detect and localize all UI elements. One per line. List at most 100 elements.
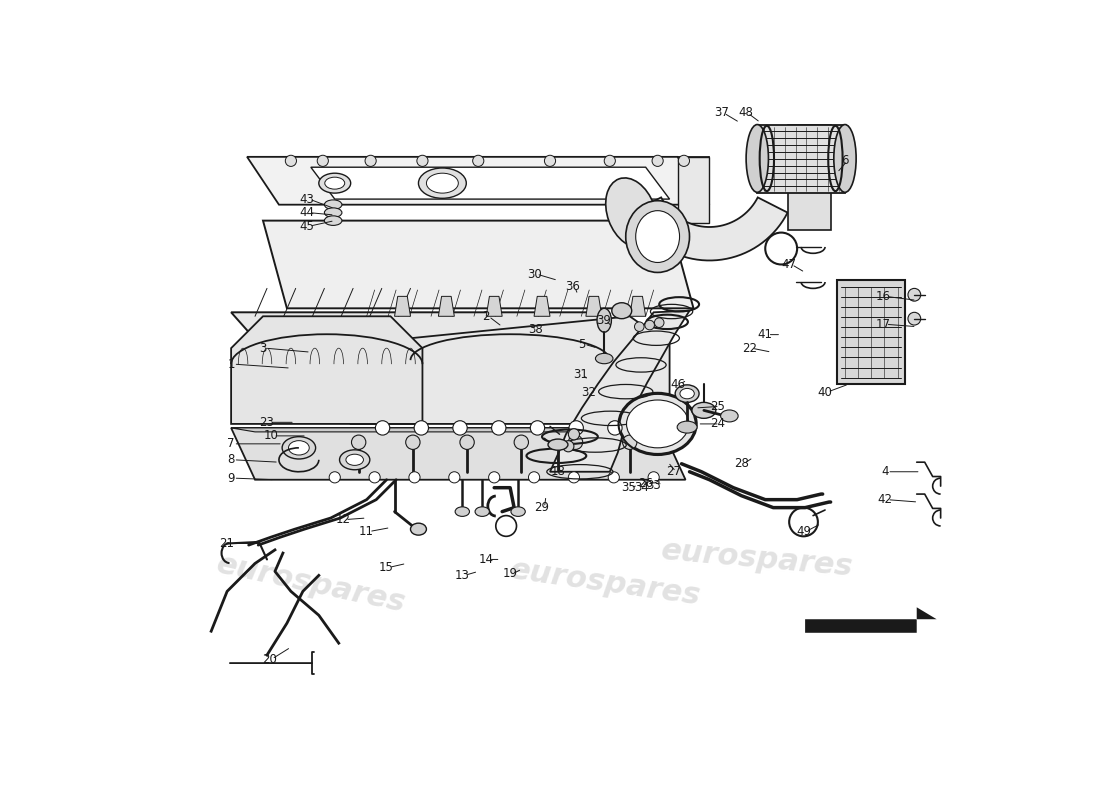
Polygon shape: [263, 221, 693, 308]
Ellipse shape: [410, 523, 427, 535]
Text: 37: 37: [714, 106, 729, 119]
Text: 5: 5: [579, 338, 585, 350]
Circle shape: [317, 155, 329, 166]
Ellipse shape: [619, 394, 695, 454]
Bar: [837, 281, 905, 384]
Text: 13: 13: [455, 569, 470, 582]
Ellipse shape: [282, 437, 316, 459]
Polygon shape: [535, 296, 550, 316]
Text: 39: 39: [596, 314, 611, 326]
Text: 12: 12: [336, 513, 350, 526]
Text: 3: 3: [260, 342, 266, 354]
Text: 6: 6: [842, 154, 849, 167]
Circle shape: [514, 435, 528, 450]
Circle shape: [607, 421, 623, 435]
Ellipse shape: [324, 208, 342, 218]
Polygon shape: [395, 296, 410, 316]
Circle shape: [417, 155, 428, 166]
Text: 46: 46: [670, 378, 685, 390]
Text: 47: 47: [782, 258, 796, 271]
Text: 25: 25: [710, 400, 725, 413]
Ellipse shape: [675, 385, 700, 402]
Circle shape: [449, 472, 460, 483]
Polygon shape: [231, 312, 629, 348]
Circle shape: [908, 312, 921, 325]
Ellipse shape: [340, 450, 370, 470]
Polygon shape: [788, 125, 832, 230]
Text: 15: 15: [379, 561, 394, 574]
Circle shape: [368, 472, 381, 483]
Text: 34: 34: [635, 481, 649, 494]
Text: 33: 33: [647, 479, 661, 492]
Circle shape: [530, 421, 544, 435]
Text: 36: 36: [565, 280, 580, 294]
Ellipse shape: [324, 177, 344, 189]
Text: 40: 40: [817, 386, 833, 398]
Ellipse shape: [612, 302, 631, 318]
Ellipse shape: [746, 125, 769, 192]
Text: 1: 1: [228, 358, 235, 370]
Polygon shape: [586, 296, 602, 316]
Ellipse shape: [324, 200, 342, 210]
Ellipse shape: [595, 354, 613, 364]
Polygon shape: [678, 157, 710, 223]
Ellipse shape: [455, 507, 470, 516]
Ellipse shape: [834, 125, 856, 192]
Ellipse shape: [692, 402, 716, 418]
Ellipse shape: [548, 439, 568, 450]
Polygon shape: [757, 125, 845, 193]
Polygon shape: [231, 428, 685, 432]
Circle shape: [635, 322, 645, 331]
Text: 24: 24: [710, 418, 725, 430]
Polygon shape: [351, 316, 670, 424]
Circle shape: [406, 435, 420, 450]
Polygon shape: [631, 198, 788, 261]
Circle shape: [528, 472, 540, 483]
Text: 43: 43: [299, 193, 315, 206]
Circle shape: [569, 472, 580, 483]
Text: 4: 4: [881, 466, 889, 478]
Text: 2: 2: [483, 310, 490, 322]
Text: 35: 35: [620, 481, 636, 494]
Ellipse shape: [510, 507, 526, 516]
Circle shape: [460, 435, 474, 450]
Text: 16: 16: [876, 290, 891, 303]
Text: 30: 30: [527, 267, 541, 281]
Circle shape: [679, 155, 690, 166]
Text: eurospares: eurospares: [213, 549, 408, 618]
Circle shape: [563, 441, 574, 452]
Text: 42: 42: [878, 493, 892, 506]
Circle shape: [604, 155, 615, 166]
Circle shape: [365, 155, 376, 166]
Circle shape: [654, 318, 664, 327]
Circle shape: [569, 421, 583, 435]
Ellipse shape: [720, 410, 738, 422]
Circle shape: [908, 288, 921, 301]
Text: 29: 29: [535, 501, 550, 514]
Circle shape: [329, 472, 340, 483]
Polygon shape: [231, 428, 685, 480]
Circle shape: [473, 155, 484, 166]
Circle shape: [648, 472, 659, 483]
Circle shape: [414, 421, 429, 435]
Ellipse shape: [748, 127, 766, 190]
Ellipse shape: [678, 421, 697, 433]
Ellipse shape: [345, 454, 363, 466]
Text: eurospares: eurospares: [508, 555, 703, 611]
Ellipse shape: [636, 210, 680, 262]
Circle shape: [647, 421, 661, 435]
Circle shape: [352, 435, 366, 450]
Text: 23: 23: [260, 416, 274, 429]
Text: 38: 38: [528, 323, 543, 336]
Polygon shape: [439, 296, 454, 316]
Text: 26: 26: [638, 478, 653, 490]
Text: 22: 22: [741, 342, 757, 354]
Text: 45: 45: [299, 220, 315, 233]
Circle shape: [285, 155, 297, 166]
Polygon shape: [486, 296, 503, 316]
Text: 44: 44: [299, 206, 315, 219]
Text: 48: 48: [738, 106, 752, 119]
Text: 28: 28: [734, 458, 749, 470]
Text: 11: 11: [359, 525, 374, 538]
Circle shape: [544, 155, 556, 166]
